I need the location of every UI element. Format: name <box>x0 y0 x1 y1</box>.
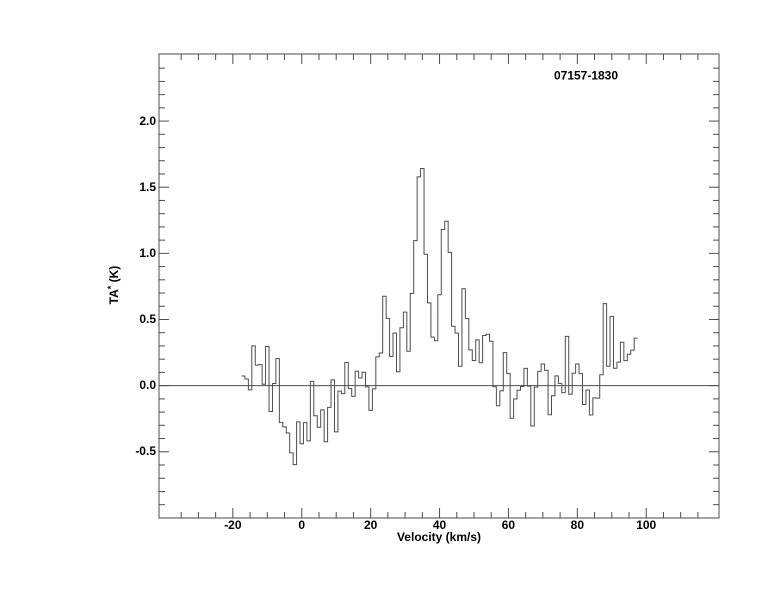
svg-text:0.5: 0.5 <box>139 312 156 326</box>
svg-text:0: 0 <box>298 518 305 532</box>
svg-text:100: 100 <box>636 518 656 532</box>
svg-text:2.0: 2.0 <box>139 114 156 128</box>
svg-text:-20: -20 <box>224 518 242 532</box>
svg-text:Velocity (km/s): Velocity (km/s) <box>397 530 481 544</box>
svg-text:TA* (K): TA* (K) <box>106 266 121 305</box>
svg-text:1.5: 1.5 <box>139 180 156 194</box>
svg-text:07157-1830: 07157-1830 <box>554 68 618 82</box>
svg-text:1.0: 1.0 <box>139 246 156 260</box>
svg-text:60: 60 <box>502 518 516 532</box>
svg-text:0.0: 0.0 <box>139 378 156 392</box>
svg-text:-0.5: -0.5 <box>135 444 156 458</box>
svg-text:80: 80 <box>571 518 585 532</box>
svg-text:20: 20 <box>364 518 378 532</box>
